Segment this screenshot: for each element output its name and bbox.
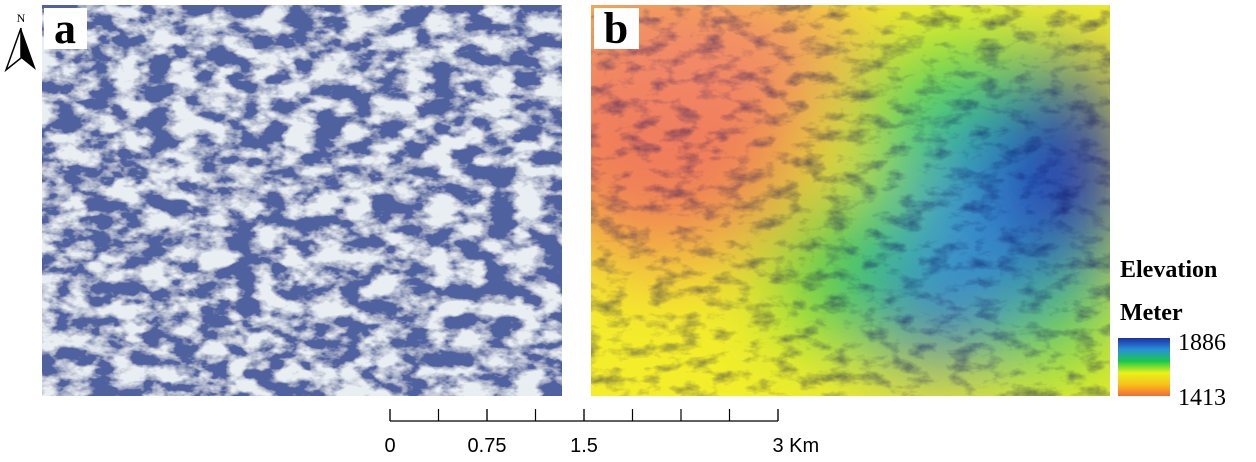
panel-label: a (54, 4, 76, 53)
north-arrow (6, 28, 21, 70)
elevation-image (510, 0, 1130, 396)
north-label: N (17, 11, 26, 25)
scale-tick-label: 0.75 (468, 435, 507, 457)
scale-tick-label: 1.5 (570, 435, 598, 457)
scale-tick-label: 3 Km (772, 435, 819, 457)
panel-label: b (604, 4, 628, 53)
satellite-texture (42, 5, 562, 396)
north-arrow (21, 28, 36, 70)
legend-title: Elevation (1120, 257, 1217, 283)
scale-tick-label: 0 (384, 435, 395, 457)
figure: a b N Elevation Meter 1886 1413 0 0.75 1.5… (0, 0, 1256, 457)
legend-max: 1886 (1178, 330, 1226, 356)
legend-unit: Meter (1120, 300, 1183, 326)
legend-colorbar (1118, 338, 1170, 396)
legend-min: 1413 (1178, 385, 1226, 411)
scale-bar: 0 0.75 1.5 3 Km (384, 409, 819, 457)
